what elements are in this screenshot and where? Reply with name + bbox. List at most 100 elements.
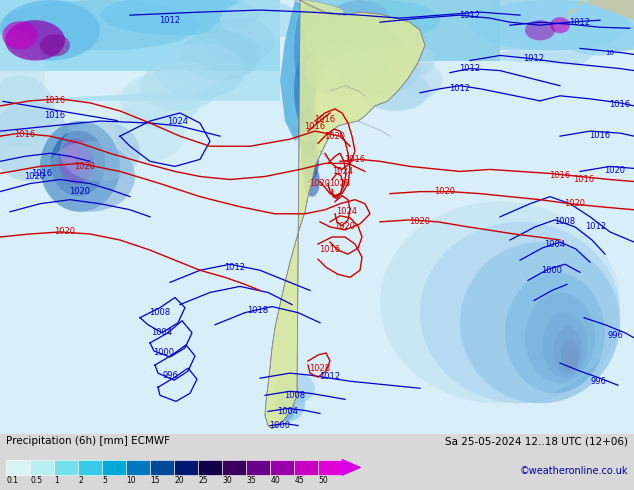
Text: 1: 1 <box>55 476 59 486</box>
Text: 1020: 1020 <box>55 227 75 237</box>
Text: 1016: 1016 <box>344 155 366 164</box>
Ellipse shape <box>140 60 220 111</box>
Text: 1016: 1016 <box>573 175 595 184</box>
Text: 1012: 1012 <box>569 18 590 26</box>
Ellipse shape <box>0 101 70 181</box>
Text: 1012: 1012 <box>524 54 545 63</box>
Text: 1000: 1000 <box>541 266 562 275</box>
Text: 1020: 1020 <box>434 187 455 196</box>
Ellipse shape <box>505 272 605 393</box>
Ellipse shape <box>0 75 55 146</box>
Ellipse shape <box>220 0 300 40</box>
Text: 1016: 1016 <box>44 97 65 105</box>
Ellipse shape <box>525 20 555 40</box>
Text: 1012: 1012 <box>460 64 481 73</box>
Ellipse shape <box>3 21 37 49</box>
Ellipse shape <box>5 20 65 60</box>
Ellipse shape <box>60 121 140 181</box>
Ellipse shape <box>340 48 420 93</box>
Text: 1024: 1024 <box>337 207 358 216</box>
Ellipse shape <box>40 121 120 212</box>
Ellipse shape <box>460 242 620 403</box>
Ellipse shape <box>320 0 440 40</box>
Text: 1020: 1020 <box>309 179 330 188</box>
Text: 996: 996 <box>590 377 606 386</box>
Text: 1004: 1004 <box>278 407 299 416</box>
Ellipse shape <box>0 0 200 50</box>
Ellipse shape <box>305 5 385 66</box>
Ellipse shape <box>554 327 582 375</box>
Text: 2: 2 <box>79 476 83 486</box>
Ellipse shape <box>294 55 316 126</box>
Text: 1020: 1020 <box>604 166 626 175</box>
Bar <box>198 460 223 475</box>
Text: 1012: 1012 <box>320 372 340 381</box>
Text: Precipitation (6h) [mm] ECMWF: Precipitation (6h) [mm] ECMWF <box>6 437 171 446</box>
Text: 1020: 1020 <box>410 218 430 226</box>
Text: 1020: 1020 <box>70 187 91 196</box>
Polygon shape <box>265 0 425 429</box>
Ellipse shape <box>275 396 295 421</box>
Text: 1016: 1016 <box>550 171 571 180</box>
Polygon shape <box>490 46 600 66</box>
Text: 1020: 1020 <box>75 162 96 171</box>
Text: 10: 10 <box>126 476 136 486</box>
Text: 1004: 1004 <box>152 328 172 337</box>
Ellipse shape <box>385 43 435 78</box>
Ellipse shape <box>543 312 588 378</box>
Text: 1008: 1008 <box>150 308 171 317</box>
Text: 50: 50 <box>318 476 328 486</box>
Text: Sa 25-05-2024 12..18 UTC (12+06): Sa 25-05-2024 12..18 UTC (12+06) <box>444 437 628 446</box>
Bar <box>223 460 246 475</box>
Text: 35: 35 <box>246 476 256 486</box>
Ellipse shape <box>294 5 322 96</box>
Bar <box>126 460 150 475</box>
Ellipse shape <box>45 141 135 212</box>
Text: 996: 996 <box>607 331 623 341</box>
Text: 0.1: 0.1 <box>6 476 18 486</box>
Ellipse shape <box>66 148 78 167</box>
Text: 1024: 1024 <box>167 117 188 125</box>
Ellipse shape <box>360 71 430 111</box>
FancyArrow shape <box>342 460 360 475</box>
Ellipse shape <box>380 202 620 403</box>
Polygon shape <box>295 0 345 15</box>
Ellipse shape <box>120 73 200 128</box>
Text: 15: 15 <box>150 476 160 486</box>
Ellipse shape <box>275 386 305 421</box>
Ellipse shape <box>561 339 579 371</box>
Ellipse shape <box>63 144 85 174</box>
Ellipse shape <box>0 30 45 111</box>
Text: 30: 30 <box>223 476 232 486</box>
Text: 996: 996 <box>162 370 178 380</box>
Ellipse shape <box>115 101 185 161</box>
Polygon shape <box>0 71 280 101</box>
Ellipse shape <box>51 131 105 196</box>
Text: 1028: 1028 <box>330 179 351 188</box>
Text: 1000: 1000 <box>153 348 174 358</box>
Text: 1008: 1008 <box>555 218 576 226</box>
Text: 1008: 1008 <box>285 391 306 400</box>
Ellipse shape <box>205 18 275 63</box>
Text: 1020: 1020 <box>564 199 586 208</box>
Polygon shape <box>565 0 634 20</box>
Ellipse shape <box>180 30 260 81</box>
Ellipse shape <box>560 15 634 55</box>
Bar <box>6 460 30 475</box>
Polygon shape <box>490 0 634 50</box>
Ellipse shape <box>301 141 319 181</box>
Ellipse shape <box>420 222 620 403</box>
Ellipse shape <box>305 46 375 96</box>
Ellipse shape <box>566 349 576 367</box>
Ellipse shape <box>100 0 260 35</box>
Ellipse shape <box>550 17 570 33</box>
Text: 10: 10 <box>605 50 614 56</box>
Ellipse shape <box>330 0 390 40</box>
Text: 1012: 1012 <box>460 11 481 20</box>
Bar <box>102 460 126 475</box>
Ellipse shape <box>300 10 340 40</box>
Polygon shape <box>0 0 634 434</box>
Text: 20: 20 <box>174 476 184 486</box>
Ellipse shape <box>525 293 595 383</box>
Ellipse shape <box>58 139 93 184</box>
